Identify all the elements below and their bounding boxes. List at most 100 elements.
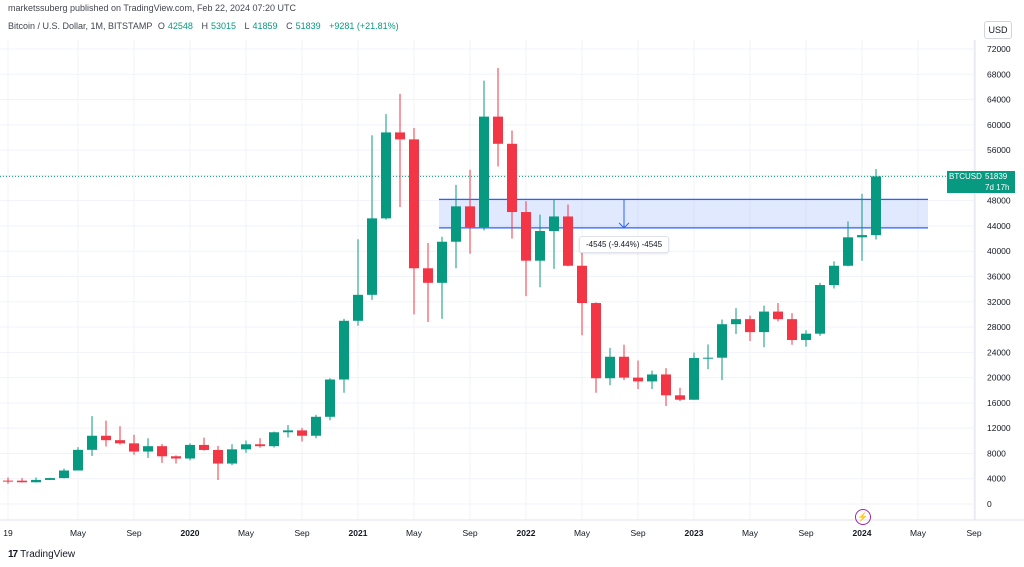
candle-body — [759, 311, 769, 333]
candle-body — [129, 443, 139, 452]
price-tick-label: 4000 — [987, 474, 1006, 484]
price-tick-label: 24000 — [987, 347, 1011, 357]
price-tick-label: 68000 — [987, 69, 1011, 79]
candle-body — [31, 479, 41, 483]
time-tick-label: May — [406, 528, 423, 538]
candle-body — [675, 395, 685, 400]
price-tick-label: 60000 — [987, 120, 1011, 130]
candle-body — [829, 265, 839, 286]
candle-body — [451, 206, 461, 242]
price-tick-label: 0 — [987, 499, 992, 509]
time-tick-label: Sep — [966, 528, 981, 538]
price-tick-label: 64000 — [987, 95, 1011, 105]
candle-body — [311, 416, 321, 436]
low-value: 41859 — [252, 21, 278, 31]
measure-label: -4545 (-9.44%) -4545 — [579, 236, 670, 253]
lightning-event-icon[interactable]: ⚡ — [855, 509, 871, 525]
symbol-legend: Bitcoin / U.S. Dollar, 1M, BITSTAMP O 425… — [8, 21, 402, 31]
time-tick-label: 2020 — [181, 528, 200, 538]
high-label: H — [201, 21, 208, 31]
price-tick-label: 28000 — [987, 322, 1011, 332]
candle-body — [647, 374, 657, 382]
candle-body — [45, 478, 55, 480]
candle-body — [199, 444, 209, 450]
price-tick-label: 8000 — [987, 448, 1006, 458]
candle-body — [633, 377, 643, 382]
candle-body — [409, 139, 419, 269]
candle-body — [17, 480, 27, 483]
candle-body — [731, 319, 741, 325]
low-label: L — [244, 21, 250, 31]
currency-button[interactable]: USD — [984, 21, 1012, 39]
time-tick-label: May — [910, 528, 927, 538]
candle-body — [521, 212, 531, 261]
candle-body — [255, 444, 265, 447]
tradingview-mark-icon: 17 — [8, 549, 18, 560]
time-tick-label: Sep — [294, 528, 309, 538]
time-tick-label: Sep — [630, 528, 645, 538]
candle-body — [815, 285, 825, 334]
price-tick-label: 20000 — [987, 373, 1011, 383]
time-tick-label: 2024 — [853, 528, 872, 538]
candles — [3, 67, 881, 484]
candle-body — [241, 444, 251, 450]
tradingview-logo[interactable]: 17 TradingView — [8, 549, 75, 560]
price-tick-label: 72000 — [987, 44, 1011, 54]
price-tick-label: 12000 — [987, 423, 1011, 433]
time-tick-label: May — [742, 528, 759, 538]
candle-body — [115, 440, 125, 444]
candle-body — [339, 320, 349, 380]
open-label: O — [157, 21, 165, 31]
candle-body — [381, 132, 391, 219]
candle-body — [773, 311, 783, 320]
time-tick-label: Sep — [798, 528, 813, 538]
time-tick-label: Sep — [126, 528, 141, 538]
time-tick-label: May — [70, 528, 87, 538]
last-price-value-tag: 51839 7d 17h — [983, 171, 1015, 193]
published-byline: marketssuberg published on TradingView.c… — [8, 3, 296, 13]
price-tick-label: 16000 — [987, 398, 1011, 408]
close-label: C — [286, 21, 293, 31]
time-tick-label: 19 — [3, 528, 13, 538]
ohlc-low: L 41859 — [245, 21, 281, 31]
time-axis[interactable]: 19 May Sep 2020 May Sep 2021 May Sep 2022 May Sep 20… — [0, 519, 1024, 538]
candle-body — [843, 237, 853, 266]
zone-fill — [439, 199, 928, 228]
symbol-title[interactable]: Bitcoin / U.S. Dollar, 1M, BITSTAMP — [8, 21, 153, 31]
time-tick-label: May — [238, 528, 255, 538]
candle-body — [297, 430, 307, 436]
last-price-tag: BTCUSD — [947, 171, 987, 193]
candle-body — [3, 480, 13, 482]
candle-body — [871, 176, 881, 236]
candle-body — [269, 432, 279, 447]
candle-body — [787, 319, 797, 341]
candle-body — [479, 116, 489, 228]
ohlc-close: C 51839 — [286, 21, 324, 31]
candle-body — [493, 116, 503, 144]
candle-body — [73, 449, 83, 471]
candle-body — [367, 218, 377, 295]
candle-body — [227, 449, 237, 464]
price-tick-label: 40000 — [987, 246, 1011, 256]
high-value: 53015 — [210, 21, 236, 31]
price-tag-price: 51839 — [985, 172, 1008, 181]
measure-arrow-head — [618, 222, 630, 229]
candle-body — [507, 143, 517, 213]
candle-body — [857, 235, 867, 238]
price-tick-label: 48000 — [987, 196, 1011, 206]
candle-body — [157, 446, 167, 457]
candle-body — [703, 357, 713, 359]
resistance-zone[interactable] — [439, 198, 928, 229]
candle-body — [465, 206, 475, 228]
ohlc-high: H 53015 — [201, 21, 239, 31]
time-tick-label: 2023 — [685, 528, 704, 538]
candle-body — [549, 216, 559, 231]
price-tick-label: 44000 — [987, 221, 1011, 231]
candle-body — [577, 265, 587, 304]
price-axis[interactable]: 7200068000640006000056000520004800044000… — [974, 40, 1011, 520]
candle-body — [535, 231, 545, 261]
price-tick-label: 56000 — [987, 145, 1011, 155]
candle-body — [87, 435, 97, 450]
candle-body — [661, 374, 671, 396]
